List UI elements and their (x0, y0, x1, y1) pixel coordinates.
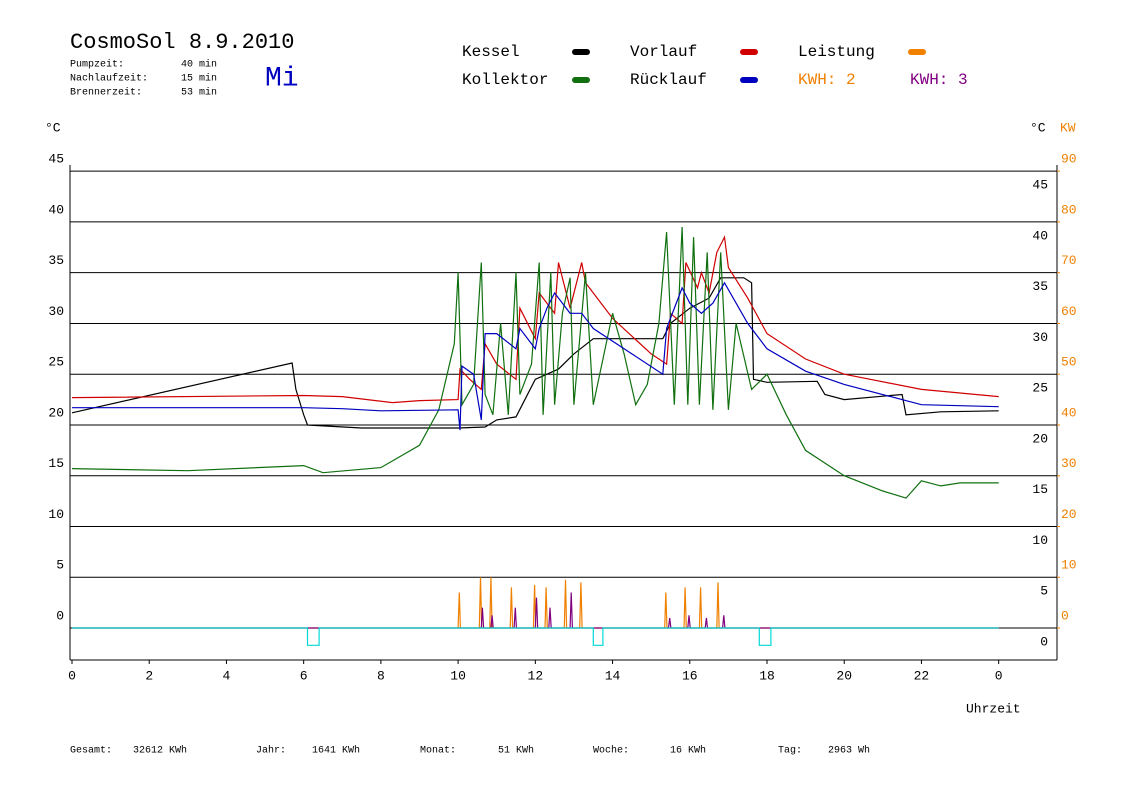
y-tick-label: 15 (48, 456, 64, 471)
y2-tick-label: 80 (1061, 202, 1077, 217)
x-tick-label: 8 (377, 668, 385, 683)
footer-value: 2963 Wh (828, 745, 870, 757)
y-right-tick-label: 30 (1032, 330, 1048, 345)
y2-tick-label: 20 (1061, 507, 1077, 522)
y-right-tick-label: 40 (1032, 228, 1048, 243)
kwh-label: KWH: 3 (910, 71, 968, 89)
y2-tick-label: 90 (1061, 152, 1077, 167)
y-right-tick-label: 5 (1040, 584, 1048, 599)
footer-value: 16 KWh (670, 745, 706, 757)
y-tick-label: 10 (48, 507, 64, 522)
series-line (71, 226, 999, 499)
footer-label: Gesamt: (70, 746, 112, 757)
x-tick-label: 22 (914, 668, 930, 683)
y2-tick-label: 50 (1061, 355, 1077, 370)
info-label: Pumpzeit: (70, 59, 124, 71)
y-right-tick-label: 20 (1032, 431, 1048, 446)
x-tick-label: 4 (223, 668, 231, 683)
info-label: Brennerzeit: (70, 87, 142, 99)
y2-tick-label: 70 (1061, 253, 1077, 268)
x-tick-label: 2 (145, 668, 153, 683)
legend-label: Kessel (462, 43, 520, 61)
series-line (72, 281, 999, 431)
x-tick-label: 6 (300, 668, 308, 683)
y2-axis-label: KW (1060, 120, 1076, 135)
footer-label: Tag: (778, 746, 802, 757)
y2-tick-label: 60 (1061, 304, 1077, 319)
y-tick-label: 35 (48, 253, 64, 268)
chart-title: CosmoSol 8.9.2010 (70, 30, 294, 55)
legend-label: Vorlauf (630, 43, 697, 61)
x-tick-label: 18 (759, 668, 775, 683)
y-tick-label: 30 (48, 304, 64, 319)
series-line (72, 627, 999, 646)
y2-tick-label: 0 (1061, 608, 1069, 623)
footer-label: Jahr: (256, 745, 286, 757)
y-right-tick-label: 45 (1032, 178, 1048, 193)
info-value: 15 min (181, 73, 217, 85)
y-right-tick-label: 10 (1032, 533, 1048, 548)
footer-value: 1641 KWh (312, 745, 360, 757)
y2-tick-label: 40 (1061, 405, 1077, 420)
y-tick-label: 45 (48, 152, 64, 167)
x-tick-label: 0 (995, 668, 1003, 683)
series-line (71, 277, 999, 429)
footer-value: 32612 KWh (133, 745, 187, 757)
y-tick-label: 40 (48, 202, 64, 217)
y-right-tick-label: 15 (1032, 482, 1048, 497)
x-tick-label: 12 (528, 668, 544, 683)
footer-label: Woche: (593, 745, 629, 757)
x-axis-label: Uhrzeit (966, 701, 1021, 716)
x-tick-label: 16 (682, 668, 698, 683)
info-value: 40 min (181, 59, 217, 71)
y-right-tick-label: 25 (1032, 381, 1048, 396)
info-label: Nachlaufzeit: (70, 73, 148, 85)
weekday: Mi (265, 63, 299, 94)
y-tick-label: 20 (48, 405, 64, 420)
footer-value: 51 KWh (498, 745, 534, 757)
y-right-tick-label: 0 (1040, 634, 1048, 649)
kwh-label: KWH: 2 (798, 71, 856, 89)
x-tick-label: 10 (450, 668, 466, 683)
legend-label: Rücklauf (630, 71, 707, 89)
y-right-tick-label: 35 (1032, 279, 1048, 294)
x-tick-label: 14 (605, 668, 621, 683)
y2-tick-label: 10 (1061, 558, 1077, 573)
y2-axis-label-c: °C (1030, 120, 1046, 135)
legend-label: Kollektor (462, 71, 548, 89)
y-tick-label: 0 (56, 608, 64, 623)
footer-label: Monat: (420, 746, 456, 757)
x-tick-label: 0 (68, 668, 76, 683)
legend-label: Leistung (798, 43, 875, 61)
x-tick-label: 20 (836, 668, 852, 683)
y-tick-label: 25 (48, 355, 64, 370)
y2-tick-label: 30 (1061, 456, 1077, 471)
y-tick-label: 5 (56, 558, 64, 573)
y-axis-label: °C (45, 120, 61, 135)
info-value: 53 min (181, 87, 217, 99)
